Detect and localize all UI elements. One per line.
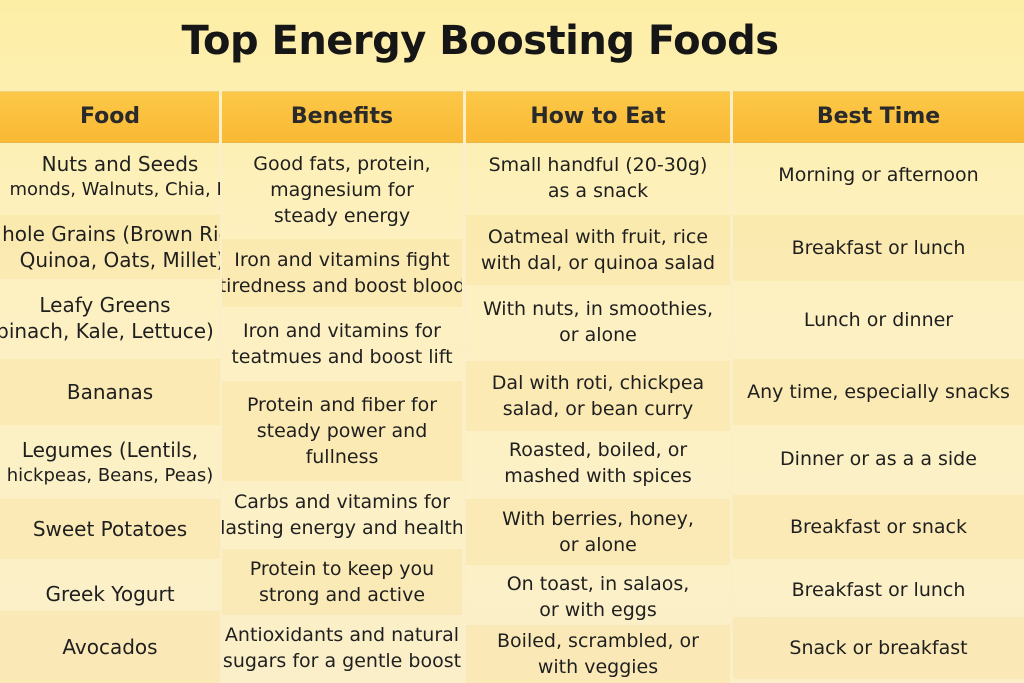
food-examples: monds, Walnuts, Chia, Fi <box>9 179 220 200</box>
how-to-eat-line: or alone <box>559 534 637 556</box>
how-to-eat-line: Oatmeal with fruit, rice <box>487 226 709 248</box>
how-to-eat-cell: Dal with roti, chickpea salad, or bean c… <box>466 361 730 431</box>
food-name: Avocados <box>62 635 158 659</box>
how-to-eat-cell: With nuts, in smoothies, or alone <box>466 289 730 355</box>
column-divider <box>219 91 222 683</box>
how-to-eat-cell: With berries, honey, or alone <box>466 499 730 565</box>
how-to-eat-cell: Boiled, scrambled, or with veggies <box>466 625 730 683</box>
best-time-cell: Breakfast or snack <box>733 495 1024 559</box>
how-to-eat-line: Boiled, scrambled, or <box>497 630 699 652</box>
benefit-line: Protein to keep you <box>249 558 435 580</box>
column-header-benefits: Benefits <box>290 104 394 129</box>
best-time-cell: Morning or afternoon <box>778 164 979 186</box>
benefit-line: Good fats, protein, <box>253 153 431 175</box>
best-time-cell: Snack or breakfast <box>733 617 1024 679</box>
food-cell: Avocados <box>0 611 220 683</box>
how-to-eat-cell: Small handful (20-30g) as a snack <box>466 145 730 211</box>
benefit-line: fullness <box>305 446 379 468</box>
how-to-eat-line: Dal with roti, chickpea <box>491 372 705 394</box>
how-to-eat-line: Small handful (20-30g) <box>488 154 708 176</box>
best-time-cell: Lunch or dinner <box>803 309 954 331</box>
food-name: Legumes (Lentils, <box>21 438 199 462</box>
food-examples: pinach, Kale, Lettuce) <box>0 319 214 343</box>
benefit-line: teatmues and boost lift <box>231 346 453 368</box>
how-to-eat-cell: Oatmeal with fruit, rice with dal, or qu… <box>466 215 730 285</box>
benefits-cell: Protein to keep you strong and active <box>222 549 462 615</box>
benefits-cell: Protein and fiber for steady power and f… <box>222 381 462 481</box>
food-cell: Nuts and Seeds monds, Walnuts, Chia, Fi <box>0 145 220 209</box>
column-divider <box>730 91 733 683</box>
food-cell: hole Grains (Brown Rice Quinoa, Oats, Mi… <box>0 215 220 279</box>
food-examples: Quinoa, Oats, Millet) <box>19 248 220 272</box>
benefits-cell: Iron and vitamins fight tiredness and bo… <box>222 239 462 307</box>
how-to-eat-line: or with eggs <box>539 599 657 621</box>
best-time-cell: Any time, especially snacks <box>733 359 1024 425</box>
benefit-line: Protein and fiber for <box>246 394 438 416</box>
benefit-line: magnesium for <box>270 179 414 201</box>
best-time-cell: Breakfast or lunch <box>791 579 966 601</box>
food-cell: Greek Yogurt <box>0 563 220 625</box>
food-name: Greek Yogurt <box>45 582 175 606</box>
benefits-cell: Carbs and vitamins for lasting energy an… <box>222 481 462 549</box>
food-cell: Legumes (Lentils, hickpeas, Beans, Peas) <box>0 431 220 495</box>
food-cell: Bananas <box>0 359 220 425</box>
column-header-best-time: Best Time <box>816 104 941 129</box>
benefits-column: Good fats, protein, magnesium for steady… <box>222 141 462 683</box>
how-to-eat-line: With nuts, in smoothies, <box>482 298 714 320</box>
benefit-line: steady energy <box>273 205 411 227</box>
how-to-eat-line: with veggies <box>537 656 659 678</box>
benefit-line: Antioxidants and natural <box>224 624 460 646</box>
how-to-eat-line: with dal, or quinoa salad <box>480 252 716 274</box>
benefits-cell: Iron and vitamins for teatmues and boost… <box>222 311 462 377</box>
benefits-cell: Good fats, protein, magnesium for steady… <box>222 145 462 235</box>
column-divider <box>463 91 466 683</box>
benefit-line: Iron and vitamins fight <box>234 249 450 271</box>
benefit-line: Carbs and vitamins for <box>233 491 450 513</box>
best-time-column: Morning or afternoon Breakfast or lunch … <box>733 141 1024 683</box>
benefit-line: strong and active <box>258 584 426 606</box>
table-header-row: Food Benefits How to Eat Best Time <box>0 91 1024 143</box>
how-to-eat-line: or alone <box>559 324 637 346</box>
how-to-eat-line: mashed with spices <box>504 465 692 487</box>
how-to-eat-cell: On toast, in salaos, or with eggs <box>466 565 730 629</box>
how-to-eat-line: as a snack <box>547 180 649 202</box>
how-to-eat-line: On toast, in salaos, <box>506 573 690 595</box>
benefit-line: tiredness and boost blood <box>222 275 462 297</box>
food-name: Bananas <box>66 380 154 404</box>
best-time-cell: Dinner or as a a side <box>780 448 977 470</box>
how-to-eat-line: With berries, honey, <box>502 508 694 530</box>
benefit-line: Iron and vitamins for <box>243 320 441 342</box>
benefit-line: steady power and <box>256 420 428 442</box>
food-cell: Sweet Potatoes <box>0 499 220 559</box>
food-column: Nuts and Seeds monds, Walnuts, Chia, Fi … <box>0 141 220 683</box>
how-to-eat-column: Small handful (20-30g) as a snack Oatmea… <box>466 141 730 683</box>
food-examples: hickpeas, Beans, Peas) <box>6 465 214 486</box>
how-to-eat-line: Roasted, boiled, or <box>508 439 688 461</box>
column-header-food: Food <box>79 104 141 129</box>
page-title: Top Energy Boosting Foods <box>181 18 779 64</box>
best-time-cell: Breakfast or lunch <box>733 215 1024 281</box>
how-to-eat-line: salad, or bean curry <box>502 398 694 420</box>
food-cell: Leafy Greens pinach, Kale, Lettuce) <box>0 285 220 351</box>
food-name: hole Grains (Brown Rice <box>2 222 220 246</box>
benefit-line: lasting energy and health <box>222 517 462 539</box>
food-name: Nuts and Seeds <box>41 152 199 176</box>
benefits-cell: Antioxidants and natural sugars for a ge… <box>222 615 462 681</box>
food-name: Leafy Greens <box>39 293 171 317</box>
food-name: Sweet Potatoes <box>32 517 188 541</box>
how-to-eat-cell: Roasted, boiled, or mashed with spices <box>466 431 730 495</box>
column-header-how-to-eat: How to Eat <box>530 104 666 129</box>
benefit-line: sugars for a gentle boost <box>222 650 462 672</box>
